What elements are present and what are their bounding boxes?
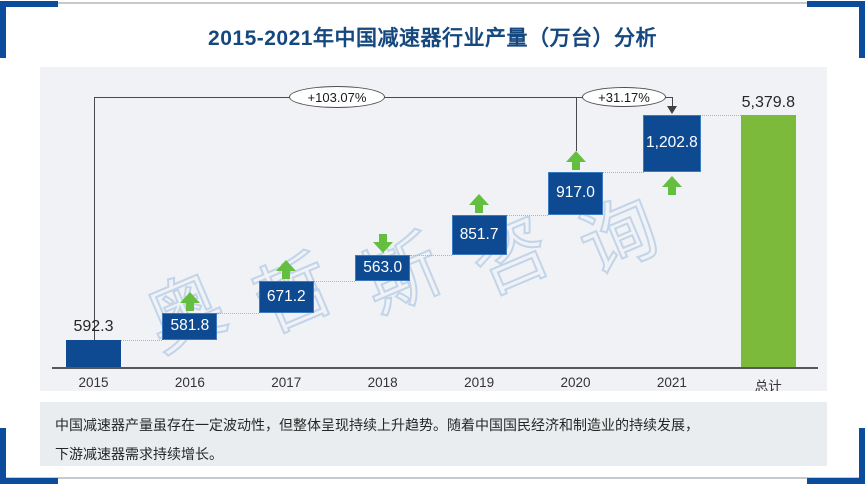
summary-note-panel: 中国减速器产量虽存在一定波动性，但整体呈现持续上升趋势。随着中国国民经济和制造业… [40,402,827,466]
value-box-2016: 581.8 [162,312,218,341]
tick-2020: 2020 [560,375,591,390]
waterfall-chart: 奥哲斯咨询 592.3 581.8 671.2 563.0 851.7 917.0 1,20… [40,67,827,391]
arrow-part [565,150,586,162]
frame-corner-top-left [0,1,6,58]
frame-corner-top-right [807,1,865,7]
tick-2021: 2021 [656,375,687,390]
frame-corner-bottom-left [0,478,58,484]
tick-2017: 2017 [271,375,302,390]
bar-2015 [66,340,121,368]
arrow-part [179,291,200,303]
arrow-part [372,241,393,253]
connector-2016-2017 [217,312,259,314]
x-axis-line [52,367,818,369]
value-box-2017: 671.2 [258,281,314,313]
down-arrow-2018 [372,233,393,253]
arrow-part [185,301,194,311]
value-box-2021: 1,202.8 [642,115,701,172]
value-box-2019: 851.7 [451,214,507,255]
arrow-part [378,233,387,243]
frame-corner-bottom-right [859,428,865,484]
up-arrow-2016 [179,291,200,311]
tick-2016: 2016 [174,375,205,390]
growth-line-drop-2021 [671,97,673,107]
connector-2019-2020 [506,214,548,216]
growth-line-vertical-2020 [575,97,577,151]
bottom-border-line [0,477,865,479]
top-border-line [0,2,865,4]
frame-corner-top-right [859,1,865,58]
arrow-part [282,270,291,280]
up-arrow-2021 [661,175,682,195]
frame-corner-bottom-right [807,478,865,484]
arrow-part [661,175,682,187]
watermark: 奥哲斯咨询 [133,160,703,369]
growth-ellipse-103: +103.07% [289,86,385,108]
arrow-part [475,203,484,213]
arrow-part [469,193,490,205]
connector-2020-2021 [603,171,645,173]
frame-corner-bottom-left [0,428,6,484]
tick-2018: 2018 [367,375,398,390]
tick-总计: 总计 [754,379,782,391]
value-label-2015: 592.3 [73,318,114,336]
total-value-label: 5,379.8 [741,94,795,111]
up-arrow-2017 [276,260,297,280]
tick-2019: 2019 [464,375,495,390]
value-box-2020: 917.0 [548,171,603,215]
frame-corner-top-left [0,1,58,7]
arrow-part [571,160,580,170]
tick-2015: 2015 [78,375,109,390]
arrow-part [276,260,297,272]
connector-2017-2018 [313,281,356,283]
connector-2015-2016 [121,340,163,342]
growth-arrowhead-2021 [666,106,677,114]
connector-2018-2019 [410,254,452,256]
value-box-2018: 563.0 [355,254,411,282]
up-arrow-2020 [565,150,586,170]
connector-2021-总计 [699,115,741,116]
summary-note-line1: 中国减速器产量虽存在一定波动性，但整体呈现持续上升趋势。随着中国国民经济和制造业… [55,417,699,433]
summary-note-line2: 下游减速器需求持续增长。 [55,446,223,462]
growth-ellipse-31: +31.17% [582,87,666,107]
up-arrow-2019 [469,193,490,213]
page-title: 2015-2021年中国减速器行业产量（万台）分析 [208,27,657,50]
total-bar [740,115,796,368]
growth-line-vertical-2015 [93,97,95,341]
arrow-part [667,185,676,195]
